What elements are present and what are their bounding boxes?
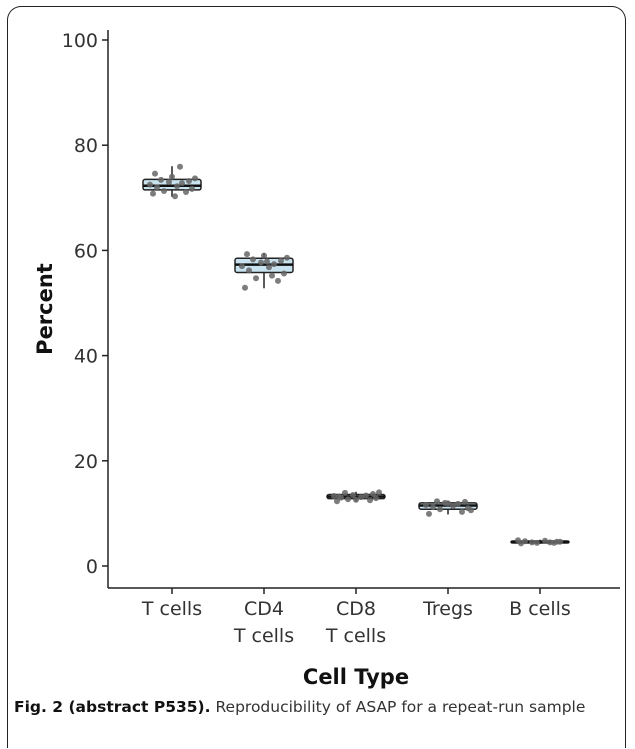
data-point — [246, 267, 252, 274]
data-point — [345, 496, 351, 503]
x-tick-label: T cells — [325, 625, 386, 647]
data-point — [342, 489, 348, 496]
data-point — [239, 263, 245, 270]
data-point — [423, 501, 429, 508]
data-point — [358, 494, 364, 501]
data-point — [529, 539, 535, 546]
data-point — [154, 184, 160, 191]
data-point — [373, 495, 379, 502]
y-tick-label: 0 — [86, 556, 98, 578]
data-point — [367, 497, 373, 504]
data-point — [430, 504, 436, 511]
data-point — [269, 272, 275, 279]
data-point — [334, 498, 340, 505]
data-point — [542, 537, 548, 544]
x-tick-label: B cells — [509, 598, 571, 620]
data-point — [434, 498, 440, 505]
data-point — [275, 277, 281, 284]
data-point — [253, 275, 259, 282]
data-point — [266, 264, 272, 271]
box-2 — [234, 251, 294, 291]
data-point — [455, 500, 461, 507]
data-point — [271, 261, 277, 268]
y-tick-label: 60 — [74, 240, 98, 262]
box-1 — [142, 163, 202, 200]
data-point — [186, 177, 192, 184]
y-tick-label: 100 — [62, 30, 98, 52]
x-ticks: T cells CD4 T cells CD8 T cells Tregs B cells — [141, 588, 571, 647]
data-point — [242, 284, 248, 291]
x-tick-label: Tregs — [422, 598, 473, 620]
data-point — [177, 163, 183, 170]
caption-label: Fig. 2 (abstract P535). — [14, 698, 211, 716]
data-point — [462, 498, 468, 505]
data-point — [370, 490, 376, 497]
figure-caption: Fig. 2 (abstract P535). Reproducibility … — [14, 697, 614, 718]
data-point — [450, 503, 456, 510]
x-tick-label: T cells — [141, 598, 202, 620]
data-point — [158, 176, 164, 183]
data-point — [437, 506, 443, 513]
figure-frame — [7, 6, 626, 748]
box-5 — [510, 537, 570, 547]
x-tick-label: T cells — [233, 625, 294, 647]
data-point — [161, 187, 167, 194]
data-point — [278, 257, 284, 264]
axes — [107, 30, 620, 589]
y-tick-label: 20 — [74, 451, 98, 473]
data-point — [166, 179, 172, 186]
data-point — [426, 510, 432, 517]
data-point — [150, 190, 156, 197]
y-axis-title: Percent — [33, 263, 57, 355]
data-point — [250, 256, 256, 263]
data-point — [284, 254, 290, 261]
data-point — [264, 258, 270, 265]
data-point — [192, 175, 198, 182]
data-point — [534, 539, 540, 546]
data-point — [515, 537, 521, 544]
data-point — [183, 189, 189, 196]
box-3 — [326, 489, 386, 505]
y-tick-label: 80 — [74, 135, 98, 157]
y-ticks: 0 20 40 60 80 100 — [62, 30, 108, 578]
x-tick-label: CD4 — [244, 598, 284, 620]
data-point — [174, 183, 180, 190]
boxes — [142, 163, 570, 547]
data-point — [336, 493, 342, 500]
data-point — [147, 181, 153, 188]
data-point — [445, 500, 451, 507]
data-point — [281, 270, 287, 277]
data-point — [152, 170, 158, 177]
x-tick-label: CD8 — [336, 598, 376, 620]
data-point — [189, 185, 195, 192]
data-point — [172, 193, 178, 200]
box-4 — [418, 498, 478, 517]
data-point — [169, 173, 175, 180]
data-point — [179, 180, 185, 187]
caption-text: Reproducibility of ASAP for a repeat-run… — [210, 698, 586, 716]
data-point — [261, 252, 267, 259]
data-point — [554, 538, 560, 545]
data-point — [376, 489, 382, 496]
data-point — [459, 508, 465, 515]
data-point — [363, 492, 369, 499]
y-tick-label: 40 — [74, 346, 98, 368]
data-point — [331, 493, 337, 500]
data-point — [244, 251, 250, 258]
x-axis-title: Cell Type — [303, 665, 409, 689]
data-point — [468, 507, 474, 514]
data-point — [350, 491, 356, 498]
data-point — [353, 496, 359, 503]
data-point — [258, 259, 264, 266]
data-point — [522, 538, 528, 545]
data-point — [547, 539, 553, 546]
